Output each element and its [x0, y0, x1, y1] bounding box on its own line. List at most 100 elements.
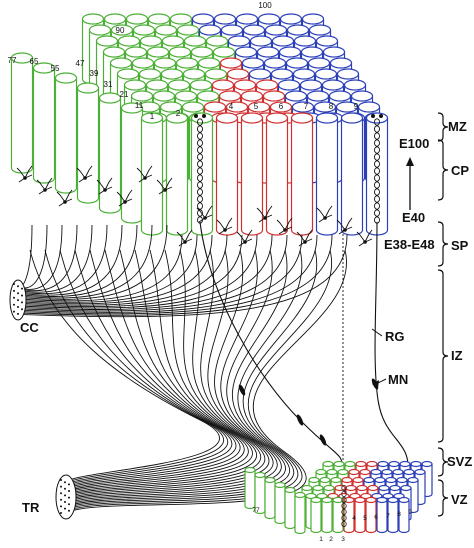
column-top: [312, 484, 324, 492]
subplate-neuron: [356, 229, 373, 247]
column-bottom: [120, 217, 144, 224]
soma: [163, 188, 167, 192]
vz-column-number: 7: [386, 513, 390, 520]
rg-label: RG: [385, 329, 405, 344]
vz-column-number: 3: [341, 536, 345, 543]
column-body: [55, 78, 77, 188]
callosal-fiber: [19, 224, 78, 292]
thalamic-fiber: [69, 249, 303, 508]
column-top: [374, 476, 386, 484]
column-bottom: [321, 529, 333, 534]
thalamic-fiber: [69, 249, 257, 494]
vz-column-number: 9: [408, 509, 412, 516]
migrating-neuron: [374, 139, 380, 147]
fiber-dot: [68, 483, 70, 486]
soma: [63, 200, 67, 204]
column-top: [376, 496, 388, 504]
column-body: [333, 500, 343, 530]
callosal-fiber: [19, 224, 168, 300]
column-top: [76, 82, 100, 94]
column-cylinder: [414, 468, 426, 506]
thalamic-fiber: [29, 249, 220, 481]
column-top: [366, 460, 378, 468]
subplate-neurons: [16, 165, 373, 247]
glia-endfoot: [379, 114, 383, 118]
column-body: [266, 118, 288, 230]
column-top: [138, 68, 162, 80]
thalamic-fiber: [69, 249, 347, 512]
dendrite-branch: [236, 229, 253, 247]
column-top: [294, 491, 306, 499]
column-top: [284, 90, 308, 102]
column-top: [235, 13, 259, 25]
column-number: 65: [30, 57, 39, 66]
column-top: [249, 35, 273, 47]
column-top: [330, 476, 342, 484]
column-body: [377, 500, 387, 530]
column-top: [176, 24, 200, 36]
dendrite-branch: [356, 229, 373, 247]
soma: [303, 240, 307, 244]
migrating-neuron: [374, 167, 380, 175]
column-top: [355, 460, 367, 468]
column-cylinder: [354, 496, 366, 534]
column-top: [285, 57, 309, 69]
column-top: [313, 101, 337, 113]
subplate-neuron: [76, 165, 93, 183]
vz-column-number: 6: [374, 514, 378, 521]
column-top: [400, 484, 412, 492]
dendrite-branch: [196, 205, 213, 223]
column-top: [132, 24, 156, 36]
column-bottom: [315, 229, 339, 236]
thalamic-radiation-cross-section: [55, 474, 77, 520]
developmental-time-arrow: [406, 157, 414, 210]
column-bottom: [32, 177, 56, 184]
callosal-fiber: [19, 234, 318, 315]
fiber-dot: [13, 303, 15, 306]
dendrite-branch: [316, 205, 333, 223]
column-number: 90: [116, 26, 125, 35]
fiber-dot: [21, 294, 23, 297]
cortical-plate-columns: [10, 13, 389, 236]
column-top: [343, 79, 367, 91]
fiber-dot: [60, 492, 62, 495]
thalamic-fiber: [69, 249, 253, 493]
column-top: [365, 112, 389, 124]
column-top: [175, 57, 199, 69]
fiber-dot: [17, 285, 19, 288]
column-top: [363, 476, 375, 484]
callosal-fiber: [19, 234, 183, 302]
column-top: [153, 57, 177, 69]
migrating-neuron: [197, 167, 203, 175]
subplate-neuron: [296, 229, 313, 247]
column-bottom: [310, 529, 322, 534]
thalamic-fiber: [44, 249, 225, 482]
soma: [363, 240, 367, 244]
column-top: [81, 13, 105, 25]
column-cylinder: [215, 112, 239, 236]
fiber-dot: [17, 312, 19, 315]
column-bottom: [54, 187, 78, 194]
column-top: [226, 68, 250, 80]
dendrite-branch: [256, 205, 273, 223]
column-top: [274, 481, 286, 489]
soma: [283, 228, 287, 232]
column-number: 39: [90, 69, 99, 78]
column-top: [218, 90, 242, 102]
migrating-neuron: [197, 195, 203, 203]
migrating-neuron: [197, 146, 203, 154]
column-cylinder: [332, 496, 344, 534]
column-top: [139, 35, 163, 47]
subplate-neuron: [136, 165, 153, 183]
column-top: [215, 112, 239, 124]
migrating-neuron: [197, 174, 203, 182]
dendrite-branch: [156, 177, 173, 195]
subplate-neuron: [196, 205, 213, 223]
column-bottom: [215, 229, 239, 236]
column-bottom: [165, 229, 189, 236]
subplate-neuron: [236, 229, 253, 247]
thalamic-fiber: [69, 249, 266, 497]
column-bottom: [240, 229, 264, 236]
column-top: [116, 68, 140, 80]
column-top: [367, 484, 379, 492]
